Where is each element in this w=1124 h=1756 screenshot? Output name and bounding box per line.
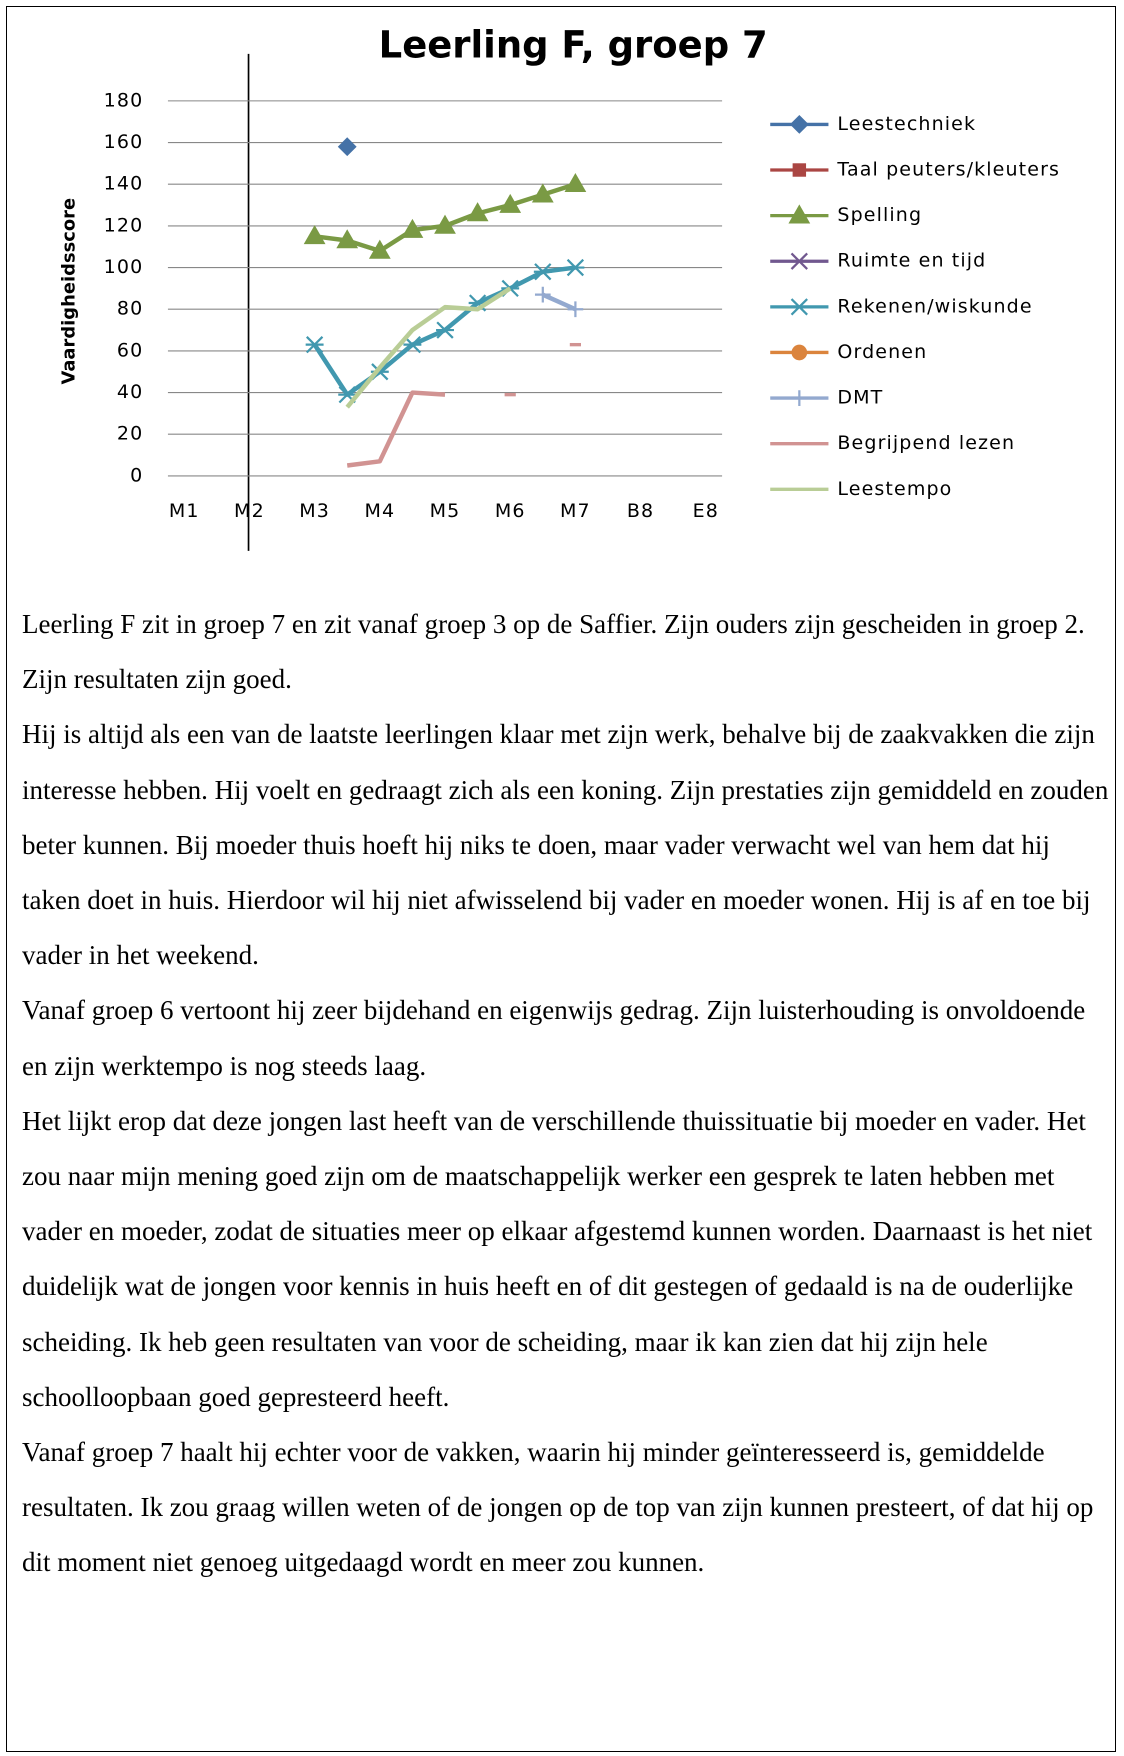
point-marker xyxy=(466,202,489,222)
point-marker xyxy=(499,193,522,213)
point-marker xyxy=(436,321,454,339)
legend-marker xyxy=(790,298,809,316)
x-tick-label: B8 xyxy=(627,500,654,522)
y-tick-label: 60 xyxy=(117,339,143,361)
page-border xyxy=(6,6,1116,1752)
paragraph: Het lijkt erop dat deze jongen last heef… xyxy=(22,1105,1093,1412)
y-tick-label: 160 xyxy=(104,131,144,153)
legend-label: Spelling xyxy=(837,204,922,226)
legend-label: Ruimte en tijd xyxy=(837,250,986,272)
legend-marker xyxy=(792,163,807,177)
point-marker xyxy=(368,239,391,259)
paragraph: Hij is altijd als een van de laatste lee… xyxy=(22,719,1109,971)
point-marker xyxy=(401,218,424,238)
point-marker xyxy=(566,258,585,277)
chart-title: Leerling F, groep 7 xyxy=(379,24,768,67)
point-marker xyxy=(531,183,554,203)
x-tick-label: M7 xyxy=(560,500,591,522)
legend-marker xyxy=(791,390,808,406)
legend-label: Rekenen/wiskunde xyxy=(837,295,1032,317)
y-tick-label: 180 xyxy=(104,89,144,111)
legend-marker xyxy=(791,344,808,361)
legend-label: Leestechniek xyxy=(837,113,976,135)
legend-marker xyxy=(788,204,811,224)
chart: Leerling F, groep 7 Vaardigheidsscore 0 2… xyxy=(58,24,1060,551)
y-tick-label: 100 xyxy=(104,256,144,278)
x-tick-label: E8 xyxy=(693,500,719,522)
point-marker xyxy=(567,301,584,318)
y-tick-label: 0 xyxy=(130,464,143,486)
point-marker xyxy=(336,229,359,249)
legend-label: Leestempo xyxy=(837,478,952,500)
paragraph: Vanaf groep 7 haalt hij echter voor de v… xyxy=(22,1437,1094,1578)
x-tick-label: M2 xyxy=(234,500,265,522)
point-marker xyxy=(534,286,551,303)
x-tick-label: M5 xyxy=(430,500,461,522)
x-tick-label: M4 xyxy=(364,500,395,522)
legend-marker xyxy=(789,114,809,134)
document: Leerling F zit in groep 7 en zit vanaf g… xyxy=(22,597,1114,1591)
x-tick-label: M3 xyxy=(299,500,330,522)
paragraph: Leerling F zit in groep 7 en zit vanaf g… xyxy=(22,609,1085,695)
point-marker xyxy=(434,214,456,234)
y-tick-label: 40 xyxy=(117,381,143,403)
series-line xyxy=(541,292,577,312)
legend-label: Begrijpend lezen xyxy=(837,432,1015,454)
legend-label: DMT xyxy=(837,387,883,409)
legend-label: Taal peuters/kleuters xyxy=(836,159,1060,181)
paragraph: Vanaf groep 6 vertoont hij zeer bijdehan… xyxy=(22,995,1086,1081)
y-tick-label: 80 xyxy=(117,298,143,320)
y-axis-label: Vaardigheidsscore xyxy=(58,198,79,385)
point-marker xyxy=(337,137,357,157)
point-marker xyxy=(305,336,324,354)
series-line xyxy=(346,390,446,468)
series-line xyxy=(345,286,512,409)
point-marker xyxy=(303,225,326,245)
y-tick-label: 20 xyxy=(117,423,143,445)
x-tick-label: M1 xyxy=(169,500,200,522)
point-marker xyxy=(564,173,587,193)
x-tick-label: M6 xyxy=(495,500,526,522)
y-tick-label: 120 xyxy=(104,214,144,236)
legend-marker xyxy=(790,252,808,270)
y-tick-label: 140 xyxy=(104,173,144,195)
legend-label: Ordenen xyxy=(837,341,927,363)
point-marker xyxy=(533,263,552,281)
